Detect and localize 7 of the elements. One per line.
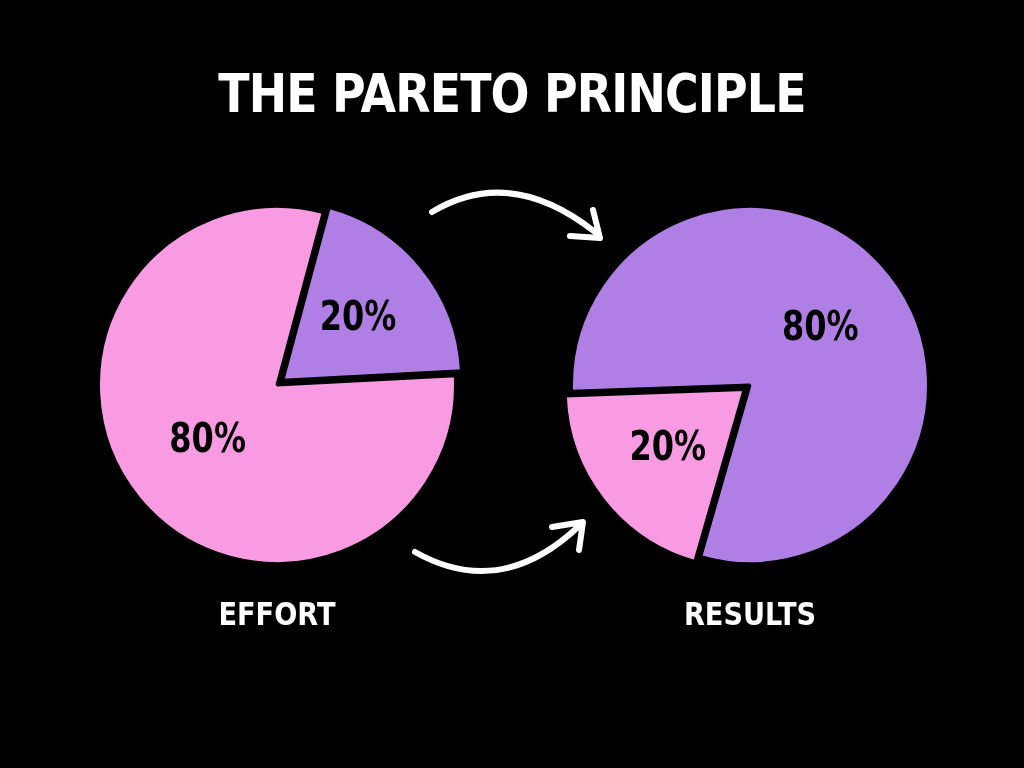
data-label: 20% xyxy=(629,422,707,470)
data-label: 20% xyxy=(319,292,397,340)
chart-title: THE PARETO PRINCIPLE xyxy=(217,62,807,125)
text: RESULTS xyxy=(682,595,818,633)
data-label: 80% xyxy=(169,414,246,462)
text: EFFORT xyxy=(217,595,337,633)
data-label: 80% xyxy=(782,302,859,351)
